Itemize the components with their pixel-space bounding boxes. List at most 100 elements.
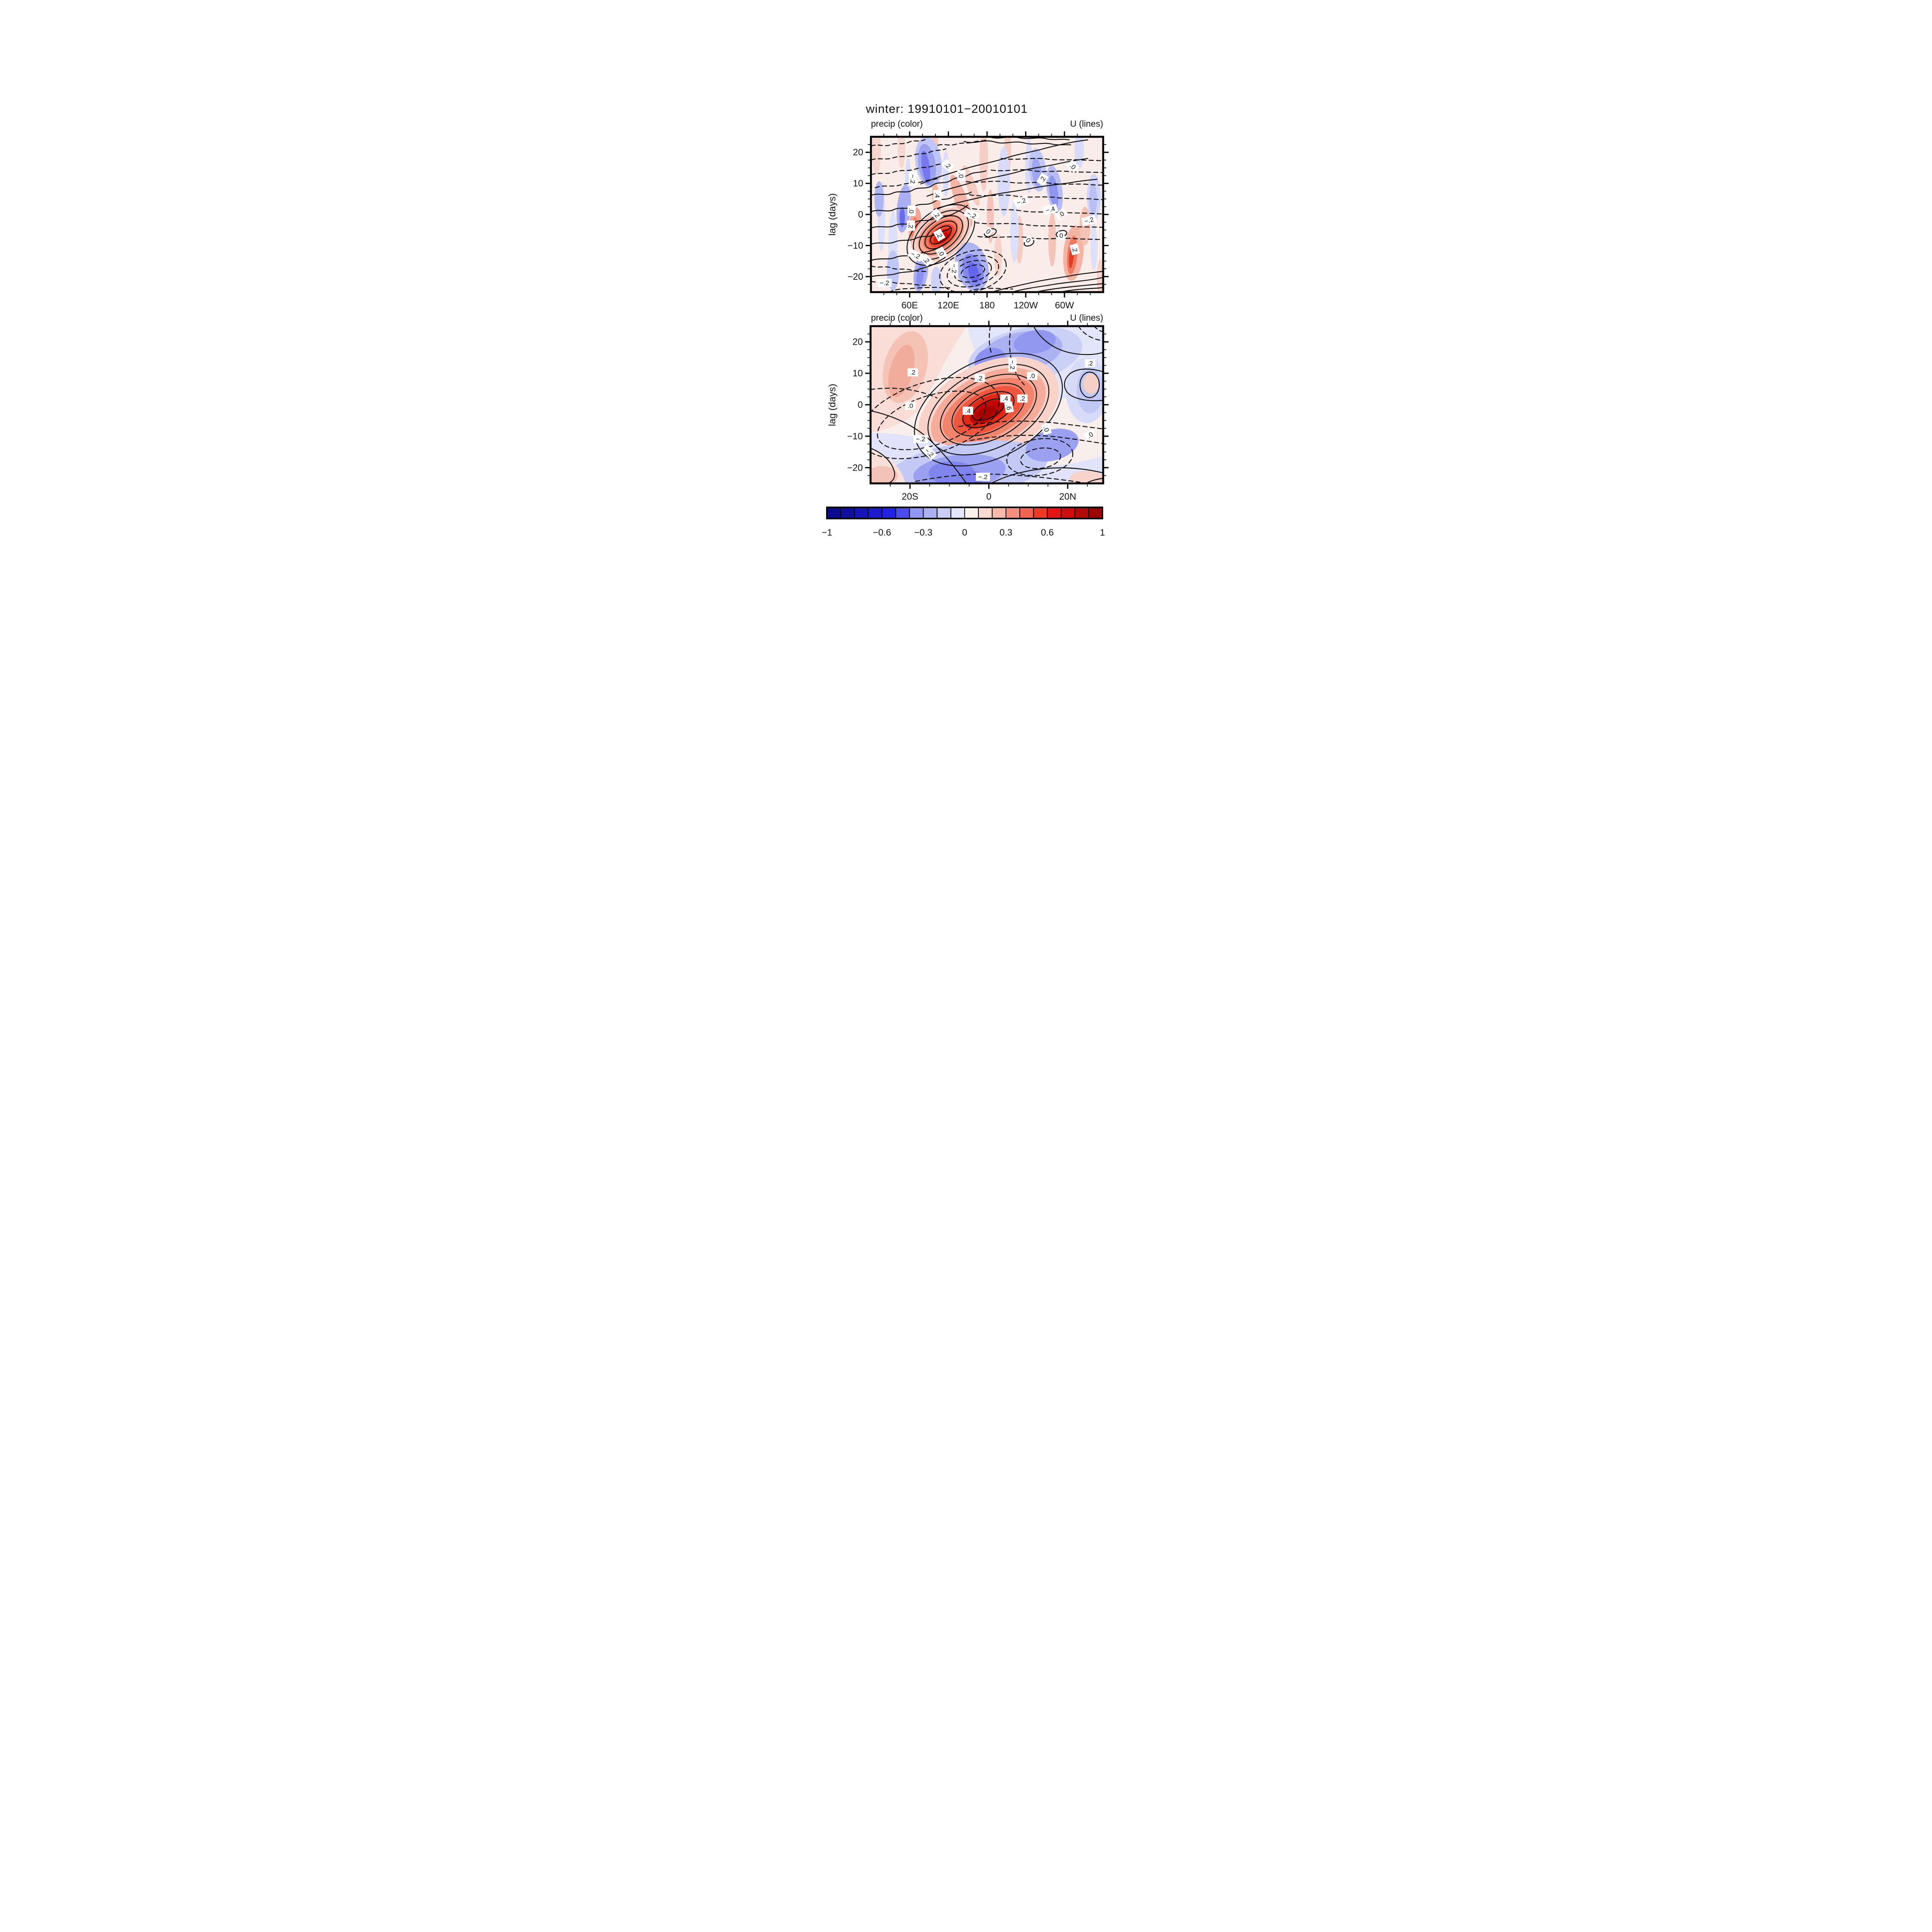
contour-label-box [920, 253, 933, 267]
plot-title: winter: 19910101−20010101 [866, 102, 1028, 116]
top-contours-part [1011, 277, 1103, 292]
contour-label-box [963, 406, 973, 415]
contour-label-text: −.2 [916, 435, 925, 443]
bottom-contours-part [969, 435, 1103, 444]
top-contours-part [939, 249, 1007, 292]
bottom-contours-part [1020, 447, 1061, 469]
contour-label-text: .4 [1002, 395, 1008, 402]
y-tick-label: 10 [852, 368, 863, 379]
bottom-contours [870, 326, 1103, 483]
top-shading-streaks-part [1090, 224, 1097, 270]
colorbar-cell [909, 507, 924, 519]
colorbar-cell [923, 507, 937, 519]
contour-label-box [957, 170, 965, 181]
contour-label-box [921, 444, 937, 461]
colorbar-tick-label: 0 [962, 527, 967, 538]
y-tick-label: −20 [847, 463, 863, 473]
top-positive-shading-part [1079, 207, 1090, 245]
bottom-contours-part [927, 364, 1049, 456]
contour-label: .0 [1027, 372, 1037, 380]
colorbar-tick-label: 0.6 [1041, 527, 1053, 538]
x-tick-label: 20S [901, 492, 918, 502]
contour-label-text: −.2 [880, 279, 889, 287]
top-contours-part [920, 139, 1088, 185]
top-lines-label: U (lines) [1070, 119, 1103, 129]
contour-label-box [1008, 357, 1017, 372]
bottom-shading-label: precip (color) [871, 313, 923, 323]
colorbar-cell [826, 507, 841, 519]
contour-label-text: −.2 [950, 264, 957, 273]
bottom-red-maximum-part [976, 406, 996, 420]
contour-label-text: .2 [977, 374, 982, 382]
bottom-contours-part [870, 447, 895, 483]
contour-label-text: −.2 [978, 473, 987, 481]
contour-label: .2 [941, 159, 954, 172]
bottom-contours-part [1033, 326, 1103, 355]
contour-label: .0 [907, 205, 916, 216]
colorbar-tick-label: −1 [821, 527, 832, 538]
contour-label: .2 [1036, 173, 1049, 186]
contour-label: −.4 [1042, 204, 1058, 216]
top-negative-shading-part [899, 207, 905, 227]
contour-label: .4 [933, 190, 941, 201]
contour-label-box [1081, 214, 1097, 226]
y-tick-label: 0 [857, 400, 862, 410]
x-tick-label: 0 [986, 492, 991, 502]
top-yaxis-title: lag (days) [827, 193, 838, 236]
contour-label: .0 [905, 401, 916, 410]
contour-label: .2 [933, 228, 946, 242]
contour-label: −.2 [877, 279, 891, 287]
top-negative-shading-part [874, 181, 884, 217]
contour-label: .0 [1083, 429, 1097, 441]
contour-label-box [908, 172, 917, 186]
top-contours-part [1059, 287, 1103, 292]
top-contours-part [871, 204, 968, 229]
top-positive-shading-part [962, 165, 980, 206]
bottom-contours-part [951, 383, 1026, 437]
top-contours-part [969, 194, 1103, 201]
top-contours-part [974, 222, 1103, 228]
contour-label-box [1085, 359, 1095, 367]
contour-label-text: .6 [1005, 404, 1013, 410]
top-contours-part [871, 265, 926, 272]
contour-label: .2 [1069, 243, 1080, 255]
contour-label-box [1083, 429, 1097, 441]
y-tick-label: 0 [858, 209, 863, 220]
y-tick-label: −10 [847, 431, 863, 442]
top-contours-part [972, 208, 1103, 215]
bottom-contours-part [870, 410, 967, 483]
bottom-yaxis-title: lag (days) [827, 384, 838, 426]
contour-label-box [1042, 204, 1058, 216]
contour-label: .2 [1017, 394, 1027, 403]
top-contours-part [888, 287, 950, 292]
contour-label-text: .2 [907, 223, 914, 228]
top-contours-part [954, 260, 992, 283]
contour-label: .2 [930, 208, 943, 221]
top-shading-streaks-part [1010, 201, 1019, 263]
contour-label: .2 [920, 253, 933, 267]
contour-label-box [963, 208, 980, 222]
contour-label: .0 [1054, 208, 1068, 221]
colorbar-cell [936, 507, 951, 519]
contour-label: 0 [1023, 235, 1034, 246]
contour-label: −.2 [913, 435, 928, 443]
colorbar-tick-label: −0.3 [914, 527, 932, 538]
contour-label-text: .4 [933, 192, 940, 198]
colorbar: −1 −0.6 −0.3 0 0.3 0.6 1 [821, 507, 1105, 538]
bottom-contours-part [913, 352, 1063, 467]
top-contours-part [918, 215, 963, 255]
contour-label-box [950, 261, 958, 276]
colorbar-tick-label: −0.6 [872, 527, 891, 538]
colorbar-cell [867, 507, 883, 519]
x-tick-label: 60E [901, 300, 918, 311]
contour-label: .2 [907, 368, 918, 377]
top-contours-part [871, 139, 925, 147]
top-negative-shading-part [1089, 183, 1097, 216]
bottom-contours-part [870, 388, 937, 399]
contour-label-box [907, 368, 918, 377]
lag-regression-figure: winter: 19910101−20010101 precip (color)… [821, 102, 1109, 538]
top-contours-part [1000, 158, 1103, 162]
colorbar-cell [1060, 507, 1075, 519]
y-tick-label: −10 [847, 240, 863, 251]
contour-label-box [935, 246, 947, 260]
